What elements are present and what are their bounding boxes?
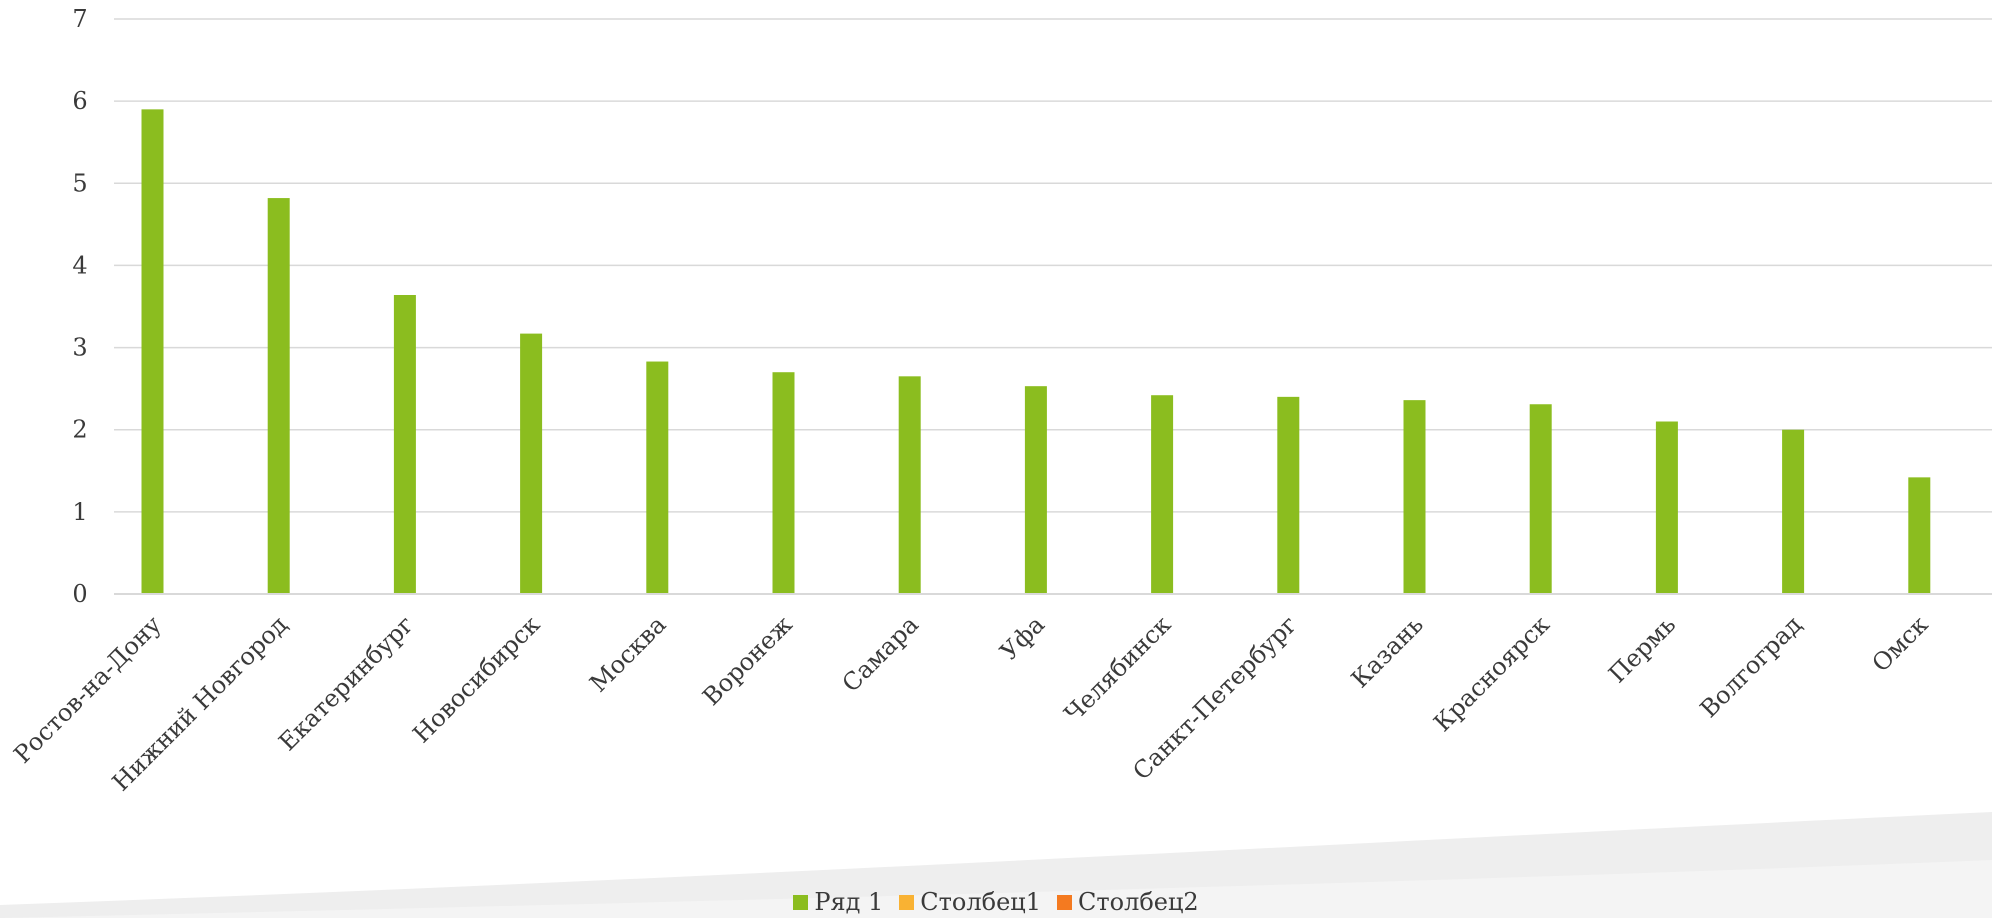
x-category-label: Самара (837, 610, 924, 697)
bar (267, 198, 290, 595)
bar (772, 372, 795, 594)
bar (141, 109, 164, 594)
y-tick-label: 7 (72, 5, 87, 33)
y-tick-label: 3 (72, 334, 87, 362)
legend-swatch (899, 894, 915, 910)
legend-item: Столбец2 (1056, 888, 1199, 916)
legend-label: Ряд 1 (814, 888, 884, 916)
y-tick-label: 4 (72, 251, 87, 279)
bar (1024, 386, 1047, 594)
x-category-label: Челябинск (1059, 610, 1176, 727)
y-tick-label: 1 (72, 498, 87, 526)
gridlines (114, 18, 1992, 513)
legend-item: Ряд 1 (793, 888, 883, 916)
bar (1529, 404, 1552, 594)
y-tick-label: 6 (72, 87, 87, 115)
x-category-label: Екатеринбург (273, 610, 419, 756)
bar (1151, 395, 1174, 594)
bar (898, 376, 921, 594)
x-category-label: Воронеж (697, 610, 798, 711)
x-category-label: Пермь (1603, 610, 1681, 688)
y-tick-label: 0 (72, 580, 87, 608)
y-tick-label: 2 (72, 416, 87, 444)
x-category-label: Москва (584, 610, 671, 697)
bars (141, 109, 1931, 595)
legend-swatch (1056, 894, 1072, 910)
x-category-label: Казань (1346, 610, 1429, 693)
x-category-label: Новосибирск (407, 610, 545, 748)
bar (1655, 421, 1678, 594)
legend-swatch (793, 894, 809, 910)
x-category-label: Омск (1867, 610, 1934, 677)
y-axis-tick-labels: 0 1 2 3 4 5 6 7 (72, 5, 87, 608)
bar (520, 333, 543, 594)
x-category-label: Красноярск (1428, 610, 1555, 737)
bar (646, 361, 669, 594)
legend: Ряд 1 Столбец1 Столбец2 (0, 888, 1992, 916)
bar (1908, 477, 1931, 594)
y-tick-label: 5 (72, 169, 87, 197)
bar (1277, 396, 1300, 594)
bar (393, 295, 416, 594)
bar (1782, 429, 1805, 594)
legend-label: Столбец1 (920, 888, 1041, 916)
x-category-label: Волгоград (1695, 610, 1808, 723)
x-category-label: Уфа (995, 610, 1050, 665)
legend-item: Столбец1 (899, 888, 1041, 916)
bar (1403, 400, 1426, 594)
legend-label: Столбец2 (1077, 888, 1199, 916)
